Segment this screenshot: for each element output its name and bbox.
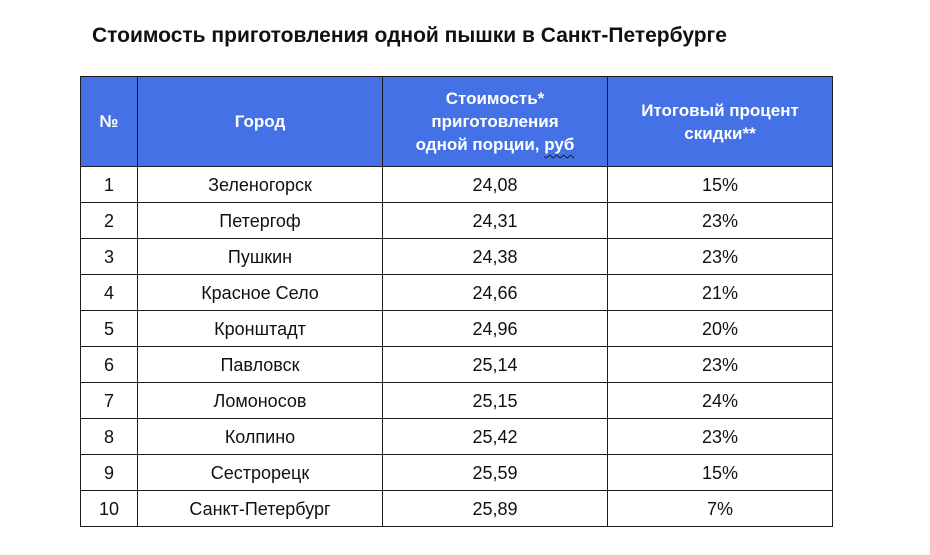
row-number: 6: [80, 346, 138, 383]
row-city: Ломоносов: [137, 382, 383, 419]
row-cost: 24,38: [382, 238, 608, 275]
table-row: 10 Санкт-Петербург 25,89 7%: [80, 490, 833, 527]
table-body: 1 Зеленогорск 24,08 15% 2 Петергоф 24,31 23% 3 Пу…: [80, 166, 833, 527]
row-discount: 7%: [607, 490, 833, 527]
row-number: 1: [80, 166, 138, 203]
row-cost: 24,08: [382, 166, 608, 203]
row-cost: 24,31: [382, 202, 608, 239]
row-city: Санкт-Петербург: [137, 490, 383, 527]
cost-table: № Город Стоимость* приготовления одной п…: [80, 76, 833, 527]
header-cost-line3: одной порции,: [415, 135, 545, 154]
row-discount: 23%: [607, 418, 833, 455]
table-header: № Город Стоимость* приготовления одной п…: [80, 76, 833, 167]
row-cost: 25,42: [382, 418, 608, 455]
header-cost-line2: приготовления: [431, 112, 559, 131]
header-discount-line1: Итоговый процент: [641, 100, 799, 120]
row-discount: 21%: [607, 274, 833, 311]
row-discount: 20%: [607, 310, 833, 347]
table-row: 6 Павловск 25,14 23%: [80, 346, 833, 383]
row-city: Сестрорецк: [137, 454, 383, 491]
row-cost: 25,59: [382, 454, 608, 491]
header-discount-line2: скидки**: [684, 123, 756, 143]
row-cost: 25,89: [382, 490, 608, 527]
table-row: 5 Кронштадт 24,96 20%: [80, 310, 833, 347]
row-discount: 23%: [607, 238, 833, 275]
row-city: Зеленогорск: [137, 166, 383, 203]
row-cost: 24,96: [382, 310, 608, 347]
row-discount: 15%: [607, 454, 833, 491]
row-discount: 23%: [607, 346, 833, 383]
table-row: 4 Красное Село 24,66 21%: [80, 274, 833, 311]
row-discount: 24%: [607, 382, 833, 419]
row-number: 4: [80, 274, 138, 311]
row-cost: 24,66: [382, 274, 608, 311]
row-cost: 25,15: [382, 382, 608, 419]
row-city: Колпино: [137, 418, 383, 455]
header-discount: Итоговый процент скидки**: [607, 76, 833, 167]
header-cost-unit: руб: [544, 135, 575, 154]
row-city: Петергоф: [137, 202, 383, 239]
row-number: 5: [80, 310, 138, 347]
row-number: 2: [80, 202, 138, 239]
header-cost-line1: Стоимость*: [445, 89, 545, 108]
table-row: 9 Сестрорецк 25,59 15%: [80, 454, 833, 491]
row-city: Павловск: [137, 346, 383, 383]
table-row: 7 Ломоносов 25,15 24%: [80, 382, 833, 419]
table-row: 8 Колпино 25,42 23%: [80, 418, 833, 455]
row-city: Пушкин: [137, 238, 383, 275]
row-city: Красное Село: [137, 274, 383, 311]
row-number: 9: [80, 454, 138, 491]
row-number: 3: [80, 238, 138, 275]
row-number: 8: [80, 418, 138, 455]
table-row: 3 Пушкин 24,38 23%: [80, 238, 833, 275]
row-discount: 15%: [607, 166, 833, 203]
row-city: Кронштадт: [137, 310, 383, 347]
table-row: 2 Петергоф 24,31 23%: [80, 202, 833, 239]
header-num: №: [80, 76, 138, 167]
header-cost: Стоимость* приготовления одной порции, р…: [382, 76, 608, 167]
row-number: 10: [80, 490, 138, 527]
row-discount: 23%: [607, 202, 833, 239]
row-number: 7: [80, 382, 138, 419]
row-cost: 25,14: [382, 346, 608, 383]
page-title: Стоимость приготовления одной пышки в Са…: [92, 24, 727, 47]
header-city: Город: [137, 76, 383, 167]
table-row: 1 Зеленогорск 24,08 15%: [80, 166, 833, 203]
header-row: № Город Стоимость* приготовления одной п…: [80, 76, 833, 167]
